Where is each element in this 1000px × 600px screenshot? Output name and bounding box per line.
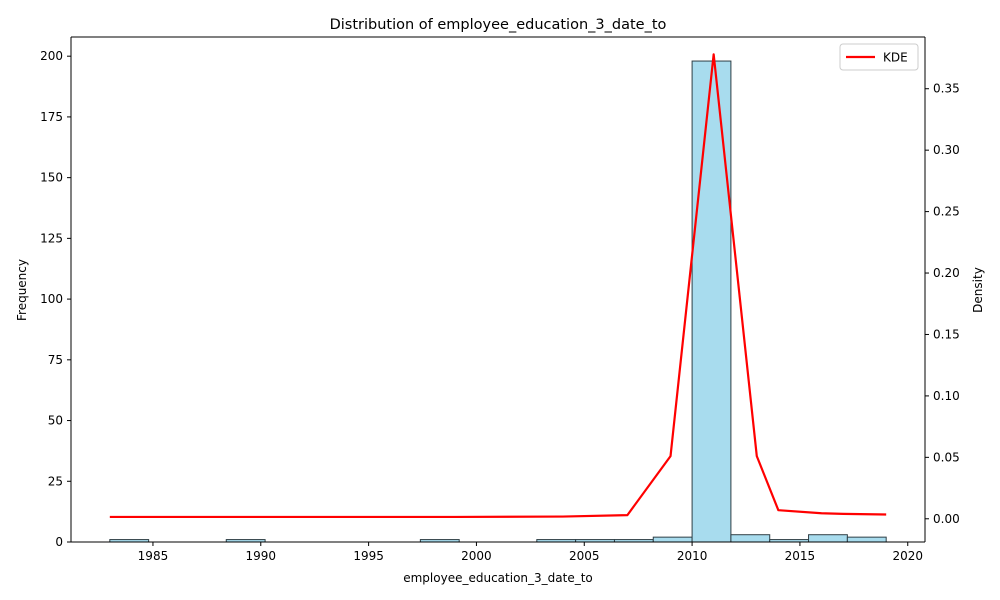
x-tick-label: 2020: [892, 549, 923, 563]
histogram-bar: [846, 536, 887, 543]
x-tick-label: 2015: [785, 549, 816, 563]
y-tick-label: 25: [48, 474, 63, 488]
y-tick-label: 125: [40, 231, 63, 245]
y-tick-label: 75: [48, 353, 63, 367]
y-tick-label: 200: [40, 49, 63, 63]
legend-kde-label: KDE: [883, 51, 908, 65]
x-tick-label: 2010: [677, 549, 708, 563]
y-tick-label: 150: [40, 171, 63, 185]
kde-line: [109, 53, 887, 519]
y2-tick-label: 0.05: [933, 450, 960, 464]
y-tick-label: 50: [48, 414, 63, 428]
y2-tick-label: 0.20: [933, 266, 960, 280]
histogram-bar: [730, 534, 771, 543]
kde-line-group: [109, 53, 887, 519]
axes-frame: [70, 36, 926, 543]
x-tick-label: 1990: [246, 549, 277, 563]
x-tick-label: 2005: [569, 549, 600, 563]
x-tick-label: 1995: [353, 549, 384, 563]
y2-tick-label: 0.00: [933, 512, 960, 526]
y2-axis-title: Density: [971, 267, 985, 313]
legend-box: [839, 43, 919, 71]
y2-tick-label: 0.25: [933, 205, 960, 219]
x-axis-ticks: 1985 1990 1995 2000 2005 2010 2015 2020: [138, 542, 923, 563]
x-axis-title: employee_education_3_date_to: [403, 571, 593, 585]
y-tick-label: 175: [40, 110, 63, 124]
y2-axis-ticks: 0.00 0.05 0.10 0.15 0.20 0.25 0.30 0.35: [925, 82, 960, 526]
y-tick-label: 0: [55, 535, 63, 549]
y2-tick-label: 0.15: [933, 327, 960, 341]
x-tick-label: 1985: [138, 549, 169, 563]
legend: KDE: [839, 43, 919, 71]
y2-tick-label: 0.35: [933, 82, 960, 96]
y2-tick-label: 0.10: [933, 389, 960, 403]
histogram-bars: [109, 60, 887, 543]
histogram-bar: [652, 536, 693, 543]
x-tick-label: 2000: [461, 549, 492, 563]
y-axis-ticks: 0 25 50 75 100 125 150 175 200: [40, 49, 71, 549]
y-tick-label: 100: [40, 292, 63, 306]
histogram-bar: [691, 60, 732, 543]
y2-tick-label: 0.30: [933, 143, 960, 157]
histogram-bar: [808, 534, 848, 543]
chart-title: Distribution of employee_education_3_dat…: [330, 17, 667, 33]
y-axis-title: Frequency: [15, 259, 29, 321]
